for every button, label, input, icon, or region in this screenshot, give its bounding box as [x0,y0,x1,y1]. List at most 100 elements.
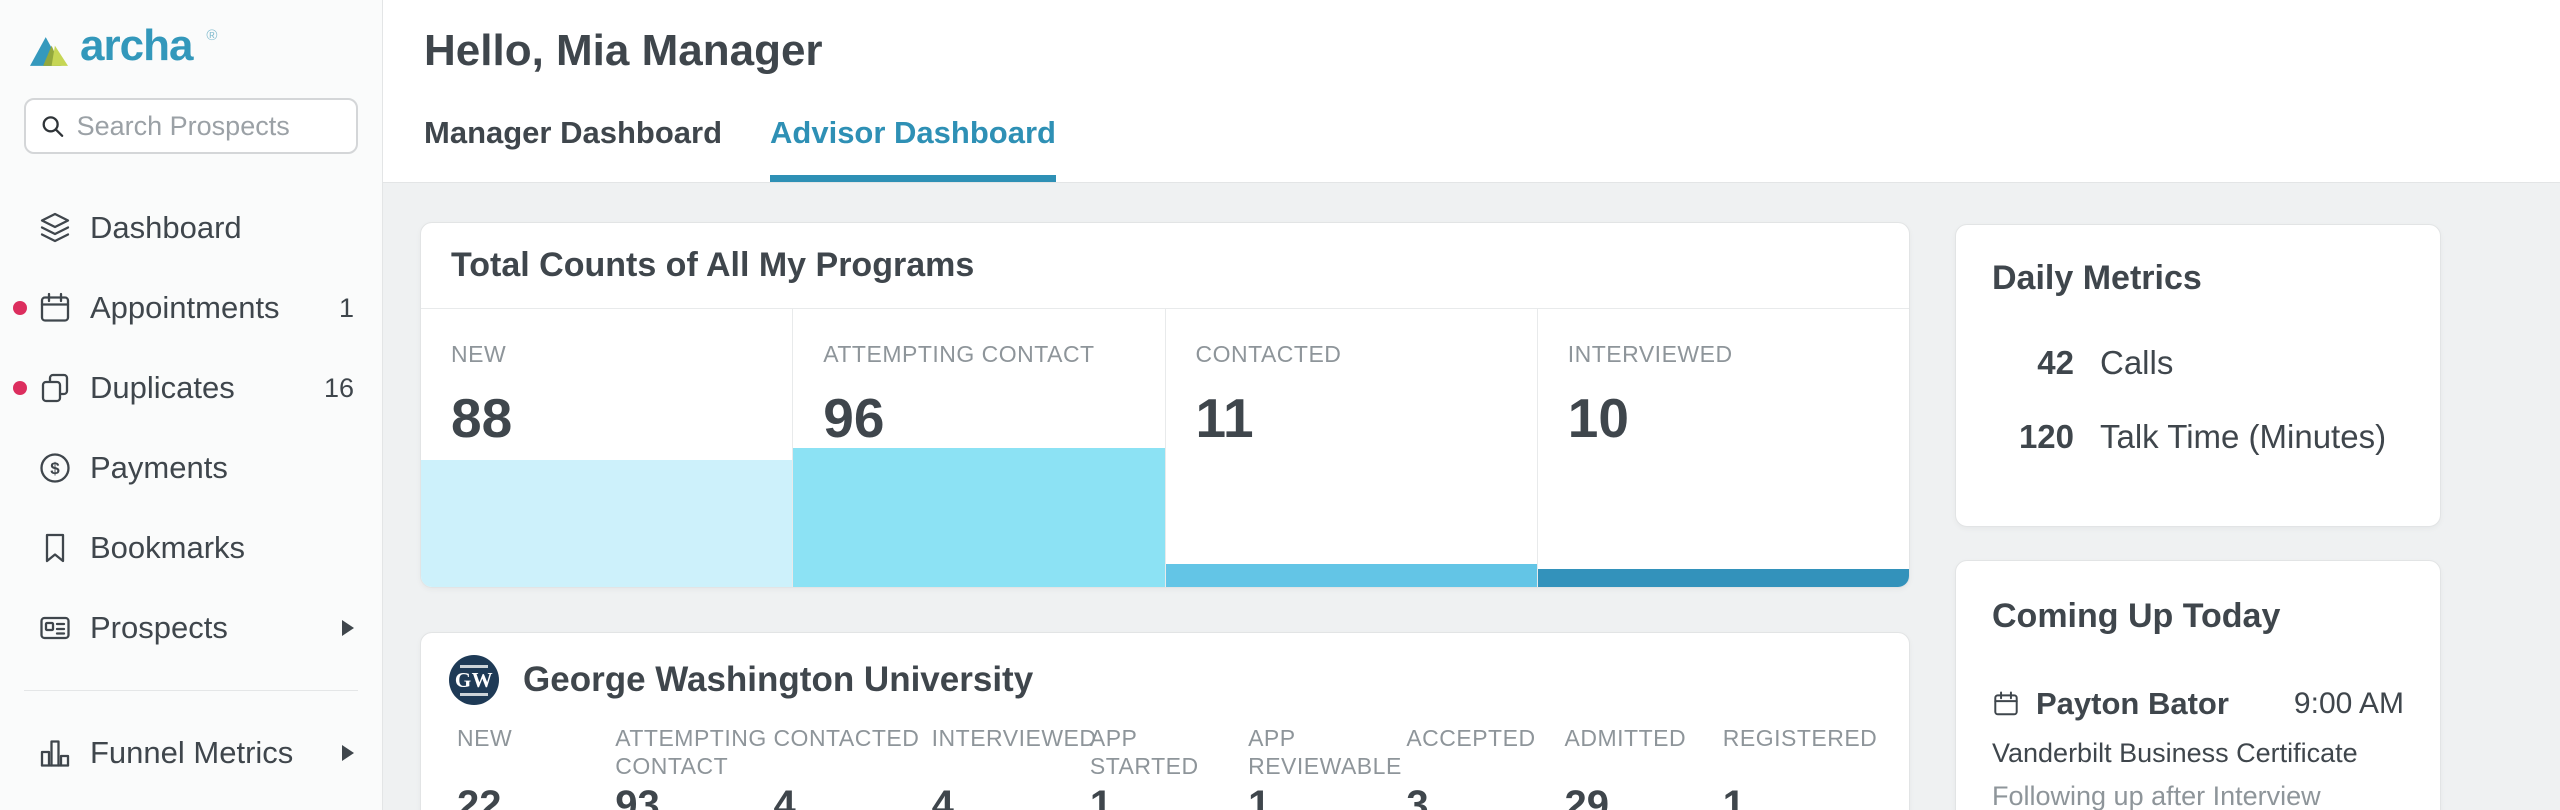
stat-cell-interviewed: INTERVIEWED 4 [931,725,1097,810]
stat-bar [421,460,793,587]
stat-label: INTERVIEWED [931,725,1097,751]
prospect-search[interactable] [24,98,358,154]
program-header[interactable]: GW George Washington University [449,655,1881,705]
card-title: Coming Up Today [1992,597,2281,635]
coming-up-today-card: Coming Up Today Payton Bator 9:00 AM Van… [1955,560,2441,810]
stat-cell-contacted: CONTACTED 4 [773,725,931,810]
layers-icon [38,211,72,245]
stat-cell-new: NEW 88 [421,309,794,587]
funnel-stats-row: NEW 88 ATTEMPTING CONTACT 96 CONTACTED 1… [421,309,1909,587]
bar-chart-icon [38,736,72,770]
program-name: George Washington University [523,660,1034,699]
archa-triangle-icon [30,37,68,66]
metrics-list: 42 Calls 120 Talk Time (Minutes) [1992,344,2404,456]
stat-value: 4 [773,783,796,810]
dashboard-tabs: Manager Dashboard Advisor Dashboard [424,115,1056,182]
appointments-count-badge: 1 [338,292,354,323]
chevron-right-icon [342,745,354,761]
sidebar-nav: Dashboard Appointments 1 [0,188,382,793]
stat-cell-registered: REGISTERED 1 [1723,725,1881,810]
sidebar-item-label: Funnel Metrics [90,735,294,770]
stat-label: CONTACTED [1195,341,1342,367]
stat-label: ADMITTED [1564,725,1687,751]
stat-value: 29 [1564,783,1610,810]
stat-cell-contacted: CONTACTED 11 [1165,309,1538,587]
stat-cell-admitted: ADMITTED 29 [1565,725,1723,810]
stat-value: 22 [457,783,502,810]
sidebar-item-label: Bookmarks [90,530,246,565]
stat-cell-attempting-contact: ATTEMPTING CONTACT 96 [793,309,1166,587]
tab-advisor-dashboard[interactable]: Advisor Dashboard [770,115,1056,182]
card-title: Total Counts of All My Programs [421,223,1909,309]
notification-dot [13,381,27,395]
stat-cell-accepted: ACCEPTED 3 [1406,725,1564,810]
stat-label: INTERVIEWED [1567,341,1733,367]
gw-logo-text: GW [454,667,494,692]
registered-mark: ® [206,27,218,44]
sidebar-item-prospects[interactable]: Prospects [0,588,382,668]
chevron-right-icon [342,620,354,636]
stat-bar [1165,564,1537,587]
appointment-item[interactable]: Payton Bator 9:00 AM Vanderbilt Business… [1992,686,2404,810]
metric-label: Talk Time (Minutes) [2100,418,2387,455]
stat-bar [1537,569,1909,587]
stat-label: ATTEMPTING CONTACT [823,341,1095,367]
sidebar-item-appointments[interactable]: Appointments 1 [0,268,382,348]
brand-name: archa [80,21,193,70]
metric-row-calls: 42 Calls [1992,344,2404,382]
stat-label: APP STARTED [1089,725,1199,779]
appointment-header: Payton Bator 9:00 AM [1992,686,2404,722]
stat-value: 96 [823,387,885,449]
stat-label: ATTEMPTING CONTACT [615,725,767,779]
daily-metrics-card: Daily Metrics 42 Calls 120 Talk Time (Mi… [1955,224,2441,527]
coin-dollar-icon: $ [38,451,72,485]
stat-bar [793,448,1165,587]
stat-cell-interviewed: INTERVIEWED 10 [1537,309,1909,587]
sidebar-item-duplicates[interactable]: Duplicates 16 [0,348,382,428]
duplicates-count-badge: 16 [323,372,354,403]
metric-value: 120 [2018,418,2074,455]
stat-cell-attempting-contact: ATTEMPTING CONTACT 93 [615,725,773,810]
stat-value: 1 [1089,783,1113,810]
stat-label: NEW [451,341,507,367]
stat-label: REGISTERED [1722,725,1878,751]
sidebar-item-label: Dashboard [90,210,242,245]
appointment-note: Following up after Interview [1992,781,2321,810]
stat-cell-app-started: APP STARTED 1 [1090,725,1248,810]
stat-label: CONTACTED [773,725,920,751]
sidebar-item-label: Payments [90,450,228,485]
sidebar-item-bookmarks[interactable]: Bookmarks [0,508,382,588]
total-counts-card: Total Counts of All My Programs NEW 88 A… [420,222,1910,588]
search-icon [42,116,64,137]
sidebar-item-label: Prospects [90,610,228,645]
stat-cell-new: NEW 22 [457,725,615,810]
svg-text:$: $ [50,459,60,478]
appointment-name: Payton Bator [2036,686,2229,721]
stat-value: 11 [1195,387,1254,449]
sidebar-divider [24,690,358,691]
bookmark-icon [38,531,72,565]
stat-value: 93 [615,783,660,810]
sidebar-item-funnel-metrics[interactable]: Funnel Metrics [0,713,382,793]
sidebar-item-label: Duplicates [90,370,235,405]
notification-dot [13,301,27,315]
sidebar-item-payments[interactable]: $ Payments [0,428,382,508]
sidebar-item-dashboard[interactable]: Dashboard [0,188,382,268]
tab-manager-dashboard[interactable]: Manager Dashboard [424,115,723,150]
stat-label: NEW [457,725,513,751]
metric-label: Calls [2100,344,2174,381]
gw-university-logo: GW [449,655,499,705]
stat-value: 10 [1567,387,1629,449]
id-card-icon [38,611,72,645]
stat-value: 1 [1248,783,1271,810]
search-input[interactable] [76,110,342,142]
page-title: Hello, Mia Manager [424,26,823,75]
brand-logo[interactable]: archa ® [30,24,217,68]
copy-icon [38,371,72,405]
program-stats-row: NEW 22 ATTEMPTING CONTACT 93 CONTACTED 4… [449,725,1881,810]
metric-value: 42 [2037,344,2074,381]
stat-value: 88 [451,387,513,449]
stat-cell-app-reviewable: APP REVIEWABLE 1 [1248,725,1406,810]
card-title: Daily Metrics [1992,259,2202,297]
